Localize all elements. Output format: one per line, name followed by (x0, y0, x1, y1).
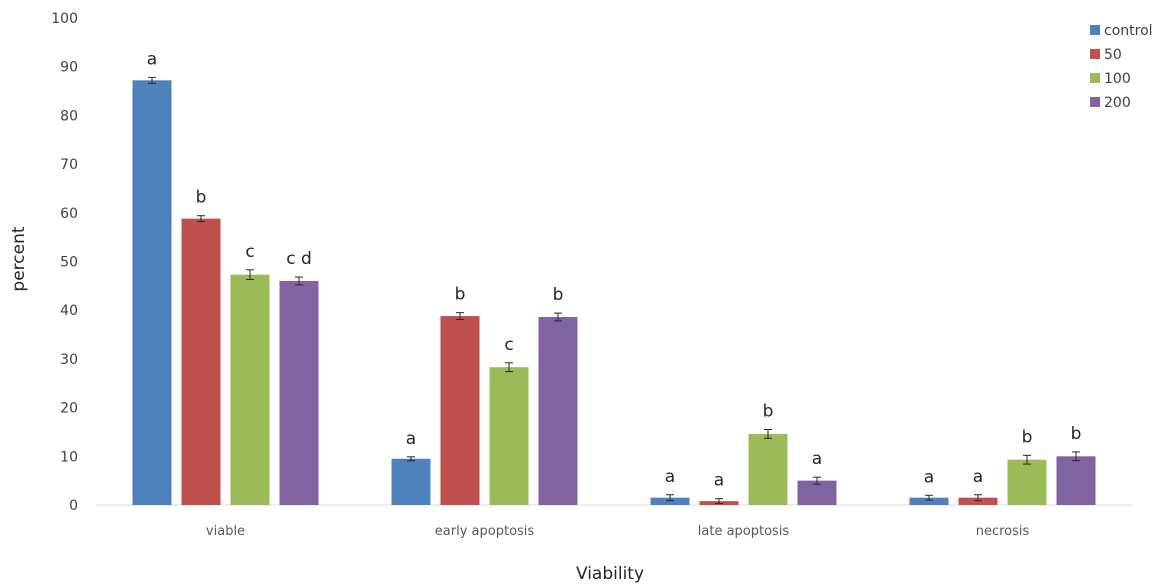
significance-label: c (245, 242, 254, 262)
legend-label: 200 (1104, 95, 1131, 111)
y-tick-label: 90 (60, 60, 78, 76)
significance-label: c (504, 335, 513, 355)
x-tick-label: viable (206, 524, 245, 539)
bar (909, 497, 949, 505)
significance-label: a (665, 467, 675, 487)
significance-label: a (714, 471, 724, 491)
bar (650, 497, 690, 505)
legend-label: 100 (1104, 71, 1131, 87)
y-tick-label: 30 (60, 352, 78, 368)
legend-swatch (1090, 97, 1100, 107)
significance-label: b (196, 188, 207, 208)
y-axis-title: percent (9, 226, 29, 291)
bar (958, 497, 998, 505)
bar (440, 316, 480, 505)
bar (748, 433, 788, 505)
x-tick-label: late apoptosis (698, 524, 790, 539)
significance-label: b (553, 285, 564, 305)
y-tick-label: 100 (51, 11, 78, 27)
significance-label: a (406, 429, 416, 449)
x-axis-title: Viability (576, 564, 644, 584)
significance-label: b (1071, 424, 1082, 444)
bar (391, 458, 431, 505)
x-tick-label: necrosis (976, 524, 1030, 539)
significance-label: a (924, 467, 934, 487)
significance-label: b (455, 285, 466, 305)
significance-label: a (973, 467, 983, 487)
y-tick-label: 0 (69, 498, 78, 514)
y-tick-label: 40 (60, 303, 78, 319)
legend-label: 50 (1104, 47, 1122, 63)
x-axis-categories: viable early apoptosis late apoptosis necro… (206, 524, 1030, 539)
y-tick-label: 10 (60, 449, 78, 465)
legend: control 50 100 200 (1090, 23, 1153, 111)
bar (132, 80, 172, 505)
bar (181, 218, 221, 506)
x-tick-label: early apoptosis (435, 524, 535, 539)
legend-label: control (1104, 23, 1153, 39)
y-axis: 0 10 20 30 40 50 60 70 80 90 100 (51, 11, 78, 514)
y-tick-label: 60 (60, 206, 78, 222)
bar (797, 480, 837, 505)
y-tick-label: 50 (60, 255, 78, 271)
significance-label: b (763, 402, 774, 422)
bar (489, 367, 529, 505)
significance-label: c d (286, 249, 312, 269)
bar (1007, 459, 1047, 505)
y-tick-label: 80 (60, 108, 78, 124)
significance-label: a (147, 49, 157, 69)
bar (279, 280, 319, 505)
legend-swatch (1090, 73, 1100, 83)
bar (230, 274, 270, 505)
legend-swatch (1090, 49, 1100, 59)
bar (1056, 456, 1096, 505)
significance-label: b (1022, 427, 1033, 447)
legend-swatch (1090, 25, 1100, 35)
y-tick-label: 70 (60, 157, 78, 173)
significance-label: a (812, 449, 822, 469)
bar (538, 317, 578, 505)
y-tick-label: 20 (60, 401, 78, 417)
bars: a b c c d a b c b a a b a a a b b (132, 49, 1096, 506)
